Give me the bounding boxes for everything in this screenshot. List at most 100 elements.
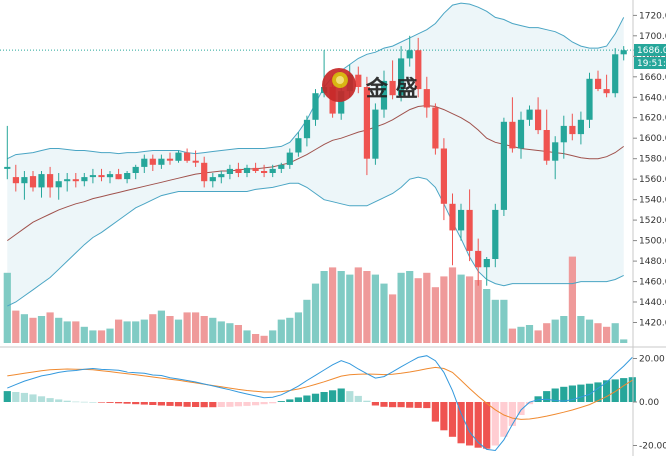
- macd-histogram-bar: [568, 385, 576, 402]
- volume-bar: [585, 319, 594, 343]
- volume-bar: [389, 294, 397, 343]
- candle-body: [115, 174, 122, 180]
- price-tick-label: 1600.00: [639, 134, 666, 144]
- volume-bar: [525, 325, 534, 343]
- volume-bar: [457, 274, 465, 343]
- volume-bar: [363, 271, 371, 343]
- candle-body: [543, 130, 550, 161]
- volume-bar: [500, 299, 508, 343]
- price-tick-label: 1520.00: [639, 216, 666, 226]
- macd-histogram-bar: [311, 393, 320, 402]
- candle-body: [252, 167, 259, 171]
- macd-histogram-bar: [200, 402, 208, 408]
- macd-histogram-bar: [46, 398, 54, 402]
- macd-histogram-bar: [337, 388, 345, 402]
- volume-bar: [620, 339, 628, 343]
- macd-histogram-bar: [269, 402, 277, 404]
- macd-histogram-bar: [277, 401, 285, 402]
- candle-body: [132, 166, 139, 173]
- macd-histogram-bar: [543, 391, 551, 402]
- candle-body: [72, 179, 79, 182]
- candle-body: [380, 80, 388, 110]
- macd-histogram-bar: [3, 391, 11, 402]
- candle-body: [432, 107, 439, 149]
- candle-body: [98, 175, 105, 178]
- price-tick-label: 1480.00: [639, 257, 666, 267]
- macd-histogram-bar: [329, 390, 337, 402]
- macd-histogram-bar: [252, 402, 260, 406]
- bollinger-lower-line: [7, 176, 624, 307]
- candle-body: [175, 152, 182, 161]
- candle-body: [569, 125, 576, 135]
- volume-bar: [329, 267, 337, 343]
- volume-bar: [183, 312, 191, 343]
- candle-body: [295, 138, 302, 153]
- macd-histogram-bar: [234, 402, 242, 407]
- volume-bar: [483, 289, 491, 343]
- volume-bar: [543, 323, 551, 343]
- candle-body: [261, 171, 268, 173]
- macd-histogram-bar: [12, 392, 20, 402]
- candle-body: [355, 74, 362, 87]
- candle-body: [475, 250, 482, 268]
- macd-histogram-bar: [525, 402, 534, 405]
- volume-bar: [517, 326, 525, 343]
- macd-histogram-bar: [603, 380, 611, 402]
- macd-histogram-bar: [491, 402, 499, 446]
- macd-histogram-bar: [448, 402, 457, 437]
- volume-bar: [346, 274, 354, 343]
- volume-bar: [551, 319, 559, 343]
- macd-dif-line: [7, 355, 633, 452]
- macd-histogram-bar: [363, 400, 371, 402]
- macd-histogram-bar: [183, 402, 191, 407]
- candle-body: [577, 119, 584, 135]
- macd-histogram-bar: [371, 402, 379, 406]
- last-price-tag: 1686.05 19:51:40: [634, 44, 666, 69]
- macd-histogram-bar: [132, 402, 140, 405]
- volume-bar: [174, 319, 183, 343]
- candle-body: [303, 119, 311, 139]
- macd-histogram-bar: [551, 388, 559, 402]
- candle-body: [55, 181, 62, 188]
- macd-histogram-bar: [106, 402, 114, 403]
- macd-histogram-bar: [123, 402, 131, 404]
- volume-bar: [46, 312, 54, 343]
- volume-bar: [337, 271, 345, 343]
- candle-body: [363, 87, 370, 159]
- price-tick-label: 1640.00: [639, 93, 666, 103]
- candle-body: [218, 174, 225, 178]
- macd-histogram-bar: [483, 402, 491, 449]
- candle-body: [440, 148, 447, 204]
- candle-body: [166, 158, 174, 161]
- candle-body: [21, 177, 28, 184]
- candle-body: [286, 152, 293, 165]
- macd-histogram-bar: [406, 402, 414, 408]
- volume-bar: [97, 330, 106, 343]
- volume-bar: [466, 276, 474, 343]
- candle-body: [509, 121, 516, 149]
- logo-coin-center-icon: [336, 76, 344, 84]
- volume-bar: [448, 267, 457, 343]
- volume-bar: [157, 310, 165, 343]
- volume-bar: [200, 316, 208, 343]
- macd-histogram-bar: [628, 377, 636, 402]
- macd-histogram-bar: [594, 382, 602, 402]
- macd-histogram-bar: [217, 402, 225, 407]
- volume-bar: [226, 323, 234, 343]
- volume-bar: [252, 334, 260, 343]
- volume-bar: [577, 316, 585, 343]
- candle-body: [269, 168, 276, 173]
- macd-histogram-bar: [97, 402, 106, 403]
- candle-body: [243, 167, 251, 173]
- candle-body: [226, 168, 233, 174]
- macd-histogram-bar: [380, 402, 388, 407]
- volume-bar: [491, 299, 499, 343]
- macd-histogram-bar: [577, 384, 585, 402]
- volume-bar: [106, 328, 114, 343]
- candle-body: [124, 173, 131, 180]
- volume-bar: [311, 283, 320, 343]
- macd-histogram-bar: [115, 402, 123, 404]
- volume-bar: [89, 330, 97, 343]
- macd-histogram-bar: [560, 386, 568, 402]
